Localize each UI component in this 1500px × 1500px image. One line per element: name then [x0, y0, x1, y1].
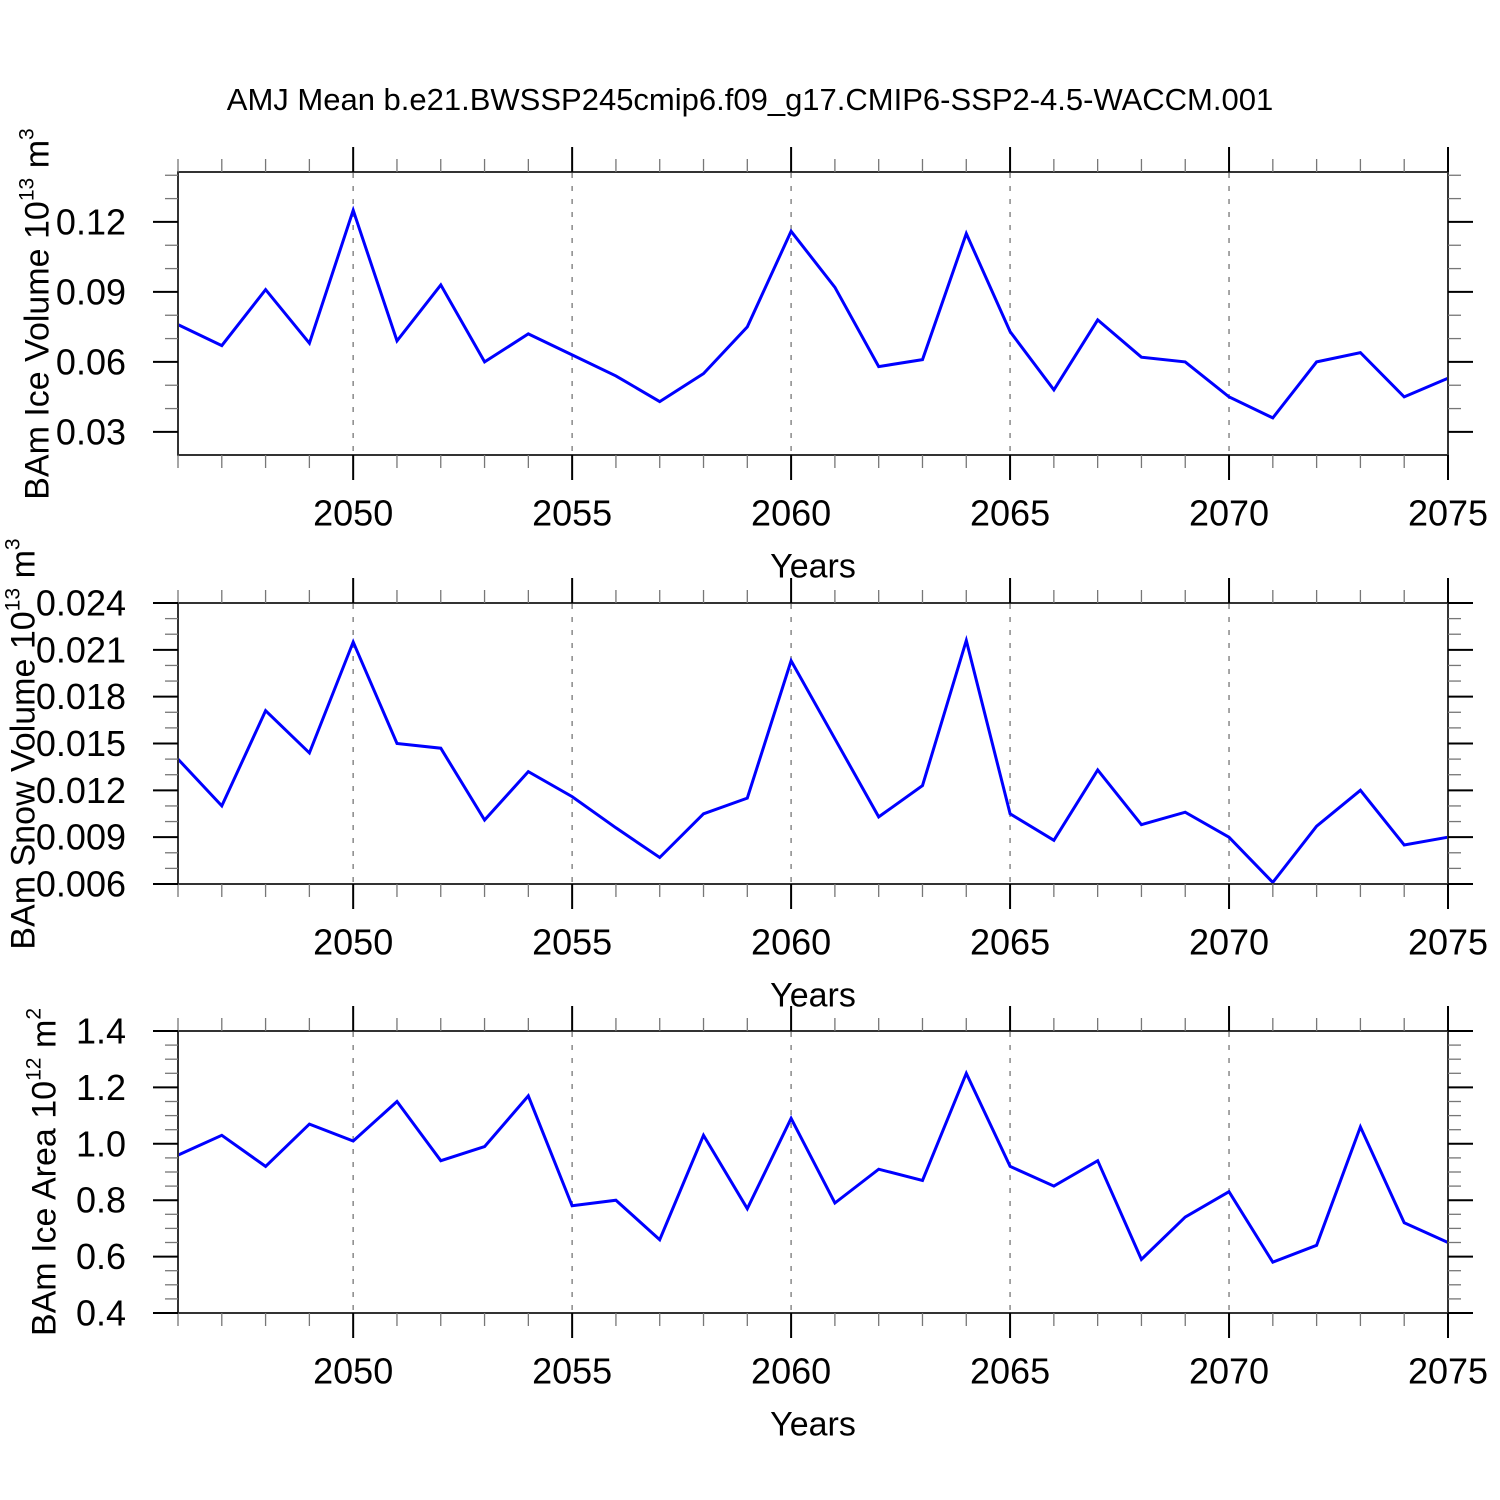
data-line: [177, 1069, 1449, 1265]
x-tick-label: 2065: [970, 1351, 1050, 1392]
y-tick-label: 1.0: [76, 1123, 126, 1164]
y-axis-label-unit-exponent: 3: [15, 128, 39, 140]
x-tick-label: 2050: [313, 922, 393, 963]
x-axis-label-years-panel3: Years: [770, 1405, 856, 1444]
x-tick-label: 2060: [751, 1351, 831, 1392]
y-axis-label-unit: m: [4, 550, 43, 588]
y-axis-label-unit: m: [18, 139, 57, 178]
y-tick-label: 0.006: [36, 864, 126, 905]
y-tick-label: 0.12: [56, 201, 126, 242]
y-tick-label: 0.018: [36, 676, 126, 717]
x-tick-label: 2075: [1408, 1351, 1488, 1392]
y-tick-label: 1.2: [76, 1067, 126, 1108]
y-axis-label-unit-exponent: 2: [22, 1007, 46, 1020]
y-axis-label-unit: m: [25, 1019, 64, 1058]
y-axis-label-ice-volume: BAm Ice Volume 1013 m3: [15, 128, 57, 500]
x-tick-label: 2055: [532, 1351, 612, 1392]
axis-frame: [177, 1030, 1449, 1314]
x-tick-label: 2050: [313, 493, 393, 534]
x-tick-label: 2075: [1408, 493, 1488, 534]
y-axis-label-exponent: 13: [1, 587, 25, 612]
x-tick-label: 2065: [970, 493, 1050, 534]
data-line: [177, 205, 1449, 420]
x-axis-label-years-panel2: Years: [770, 976, 856, 1015]
y-tick-label: 0.012: [36, 770, 126, 811]
y-axis-label-text: BAm Ice Volume 10: [18, 201, 57, 500]
y-axis-label-exponent: 13: [15, 177, 39, 202]
y-axis-label-snow-volume: BAm Snow Volume 1013 m3: [1, 538, 43, 950]
x-tick-label: 2050: [313, 1351, 393, 1392]
y-axis-label-exponent: 12: [22, 1057, 46, 1081]
x-tick-label: 2060: [751, 493, 831, 534]
y-tick-label: 0.024: [36, 583, 126, 624]
x-axis-label-years-panel1: Years: [770, 547, 856, 586]
y-tick-label: 0.015: [36, 723, 126, 764]
y-axis-label-text: BAm Ice Area 10: [25, 1080, 64, 1337]
axis-frame: [177, 602, 1449, 885]
x-tick-label: 2070: [1189, 493, 1269, 534]
y-axis-label-unit-exponent: 3: [1, 538, 25, 551]
y-tick-label: 0.6: [76, 1236, 126, 1277]
y-tick-label: 1.4: [76, 1011, 126, 1052]
x-tick-label: 2070: [1189, 922, 1269, 963]
y-tick-label: 0.06: [56, 341, 126, 382]
x-tick-label: 2055: [532, 493, 612, 534]
axis-frame: [177, 171, 1449, 456]
y-tick-label: 0.021: [36, 629, 126, 670]
chart-title: AMJ Mean b.e21.BWSSP245cmip6.f09_g17.CMI…: [226, 82, 1274, 117]
x-tick-label: 2065: [970, 922, 1050, 963]
x-tick-label: 2075: [1408, 922, 1488, 963]
x-tick-label: 2060: [751, 922, 831, 963]
y-axis-label-text: BAm Snow Volume 10: [4, 611, 43, 950]
y-tick-label: 0.03: [56, 411, 126, 452]
y-tick-label: 0.4: [76, 1293, 126, 1334]
x-tick-label: 2070: [1189, 1351, 1269, 1392]
y-axis-label-ice-area: BAm Ice Area 1012 m2: [22, 1007, 64, 1337]
y-tick-label: 0.09: [56, 271, 126, 312]
y-tick-label: 0.8: [76, 1180, 126, 1221]
y-tick-label: 0.009: [36, 817, 126, 858]
x-tick-label: 2055: [532, 922, 612, 963]
data-line: [176, 634, 1449, 885]
